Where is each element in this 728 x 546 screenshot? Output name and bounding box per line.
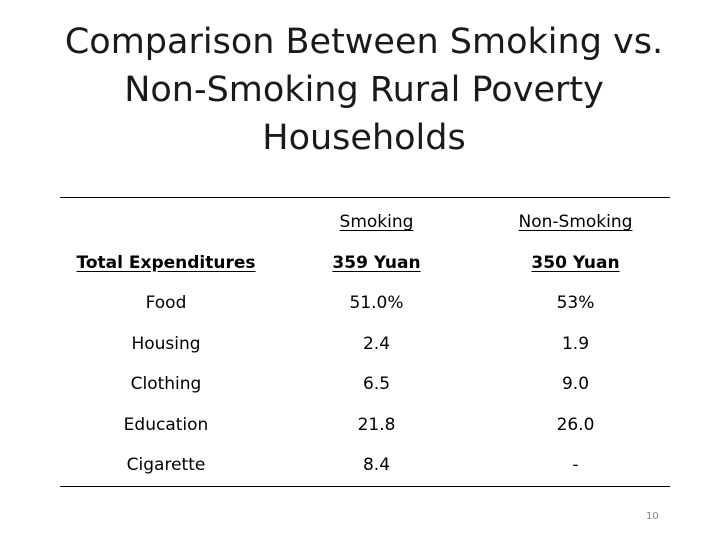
comparison-table: Smoking Non-Smoking Total Expenditures 3… xyxy=(60,197,670,487)
page-number: 10 xyxy=(646,511,659,522)
non-smoking-value: - xyxy=(572,455,579,476)
row-label: Housing xyxy=(131,333,201,354)
header-label-cell xyxy=(60,198,272,243)
total-non-smoking-value: 350 Yuan xyxy=(531,252,620,273)
header-smoking-cell: Smoking xyxy=(272,198,481,243)
total-expenditures-label: Total Expenditures xyxy=(76,252,256,273)
smoking-value: 2.4 xyxy=(362,333,391,354)
row-label-cell: Total Expenditures xyxy=(60,243,272,284)
non-smoking-value: 26.0 xyxy=(556,414,595,435)
comparison-table-container: Smoking Non-Smoking Total Expenditures 3… xyxy=(60,197,670,487)
non-smoking-value: 53% xyxy=(556,293,595,314)
row-label: Food xyxy=(145,293,187,314)
row-label: Education xyxy=(123,414,209,435)
smoking-value: 6.5 xyxy=(362,374,391,395)
header-smoking: Smoking xyxy=(339,212,414,233)
row-label: Clothing xyxy=(130,374,202,395)
table-row: Food 51.0% 53% xyxy=(60,283,670,324)
row-label: Cigarette xyxy=(126,455,206,476)
smoking-value: 21.8 xyxy=(357,414,396,435)
smoking-value: 8.4 xyxy=(362,455,391,476)
non-smoking-value: 1.9 xyxy=(561,333,590,354)
total-smoking-value: 359 Yuan xyxy=(332,252,421,273)
table-row: Housing 2.4 1.9 xyxy=(60,324,670,365)
total-expenditures-row: Total Expenditures 359 Yuan 350 Yuan xyxy=(60,243,670,284)
header-non-smoking-cell: Non-Smoking xyxy=(481,198,670,243)
slide-title: Comparison Between Smoking vs. Non-Smoki… xyxy=(64,22,664,158)
smoking-value-cell: 359 Yuan xyxy=(272,243,481,284)
non-smoking-value: 9.0 xyxy=(561,374,590,395)
smoking-value: 51.0% xyxy=(349,293,404,314)
table-row: Clothing 6.5 9.0 xyxy=(60,364,670,405)
header-non-smoking: Non-Smoking xyxy=(518,212,633,233)
table-row: Cigarette 8.4 - xyxy=(60,445,670,486)
non-smoking-value-cell: 350 Yuan xyxy=(481,243,670,284)
table-row: Education 21.8 26.0 xyxy=(60,405,670,446)
table-header-row: Smoking Non-Smoking xyxy=(60,198,670,243)
